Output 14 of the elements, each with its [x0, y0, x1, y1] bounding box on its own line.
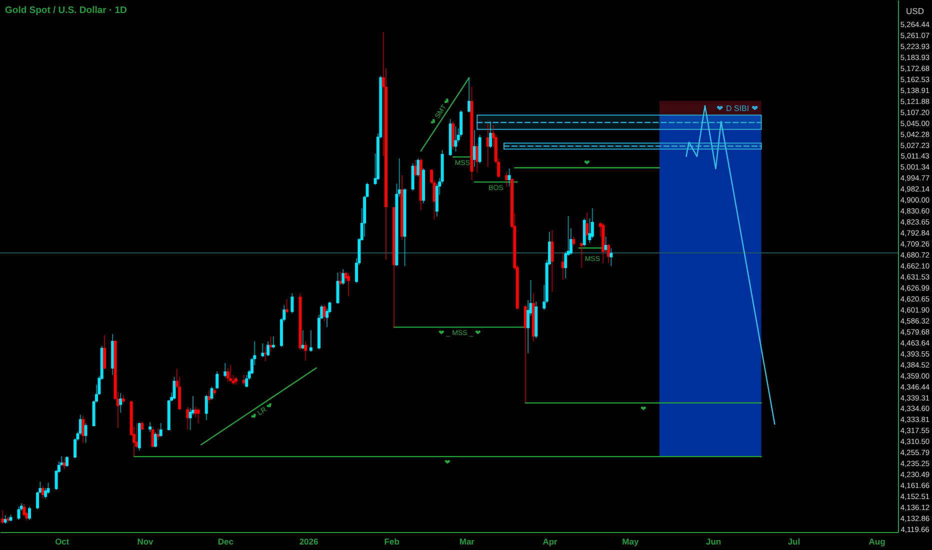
x-tick-label: Dec	[218, 536, 234, 546]
x-tick-label: Feb	[384, 536, 400, 546]
x-tick-label: Aug	[868, 536, 886, 546]
y-axis-title: USD	[906, 6, 924, 16]
x-tick-label: 2026	[299, 536, 318, 546]
chart-title: Gold Spot / U.S. Dollar · 1D	[5, 5, 128, 16]
series-label: ❤ D SIBI ❤	[716, 104, 758, 114]
x-tick-label: Oct	[55, 536, 70, 546]
x-tick-label: Mar	[459, 536, 476, 546]
x-tick-label: May	[622, 536, 639, 546]
x-tick-label: Apr	[542, 536, 558, 546]
x-tick-label: Nov	[137, 536, 154, 546]
x-tick-label: Jun	[706, 536, 722, 546]
x-tick-label: Jul	[788, 536, 800, 546]
